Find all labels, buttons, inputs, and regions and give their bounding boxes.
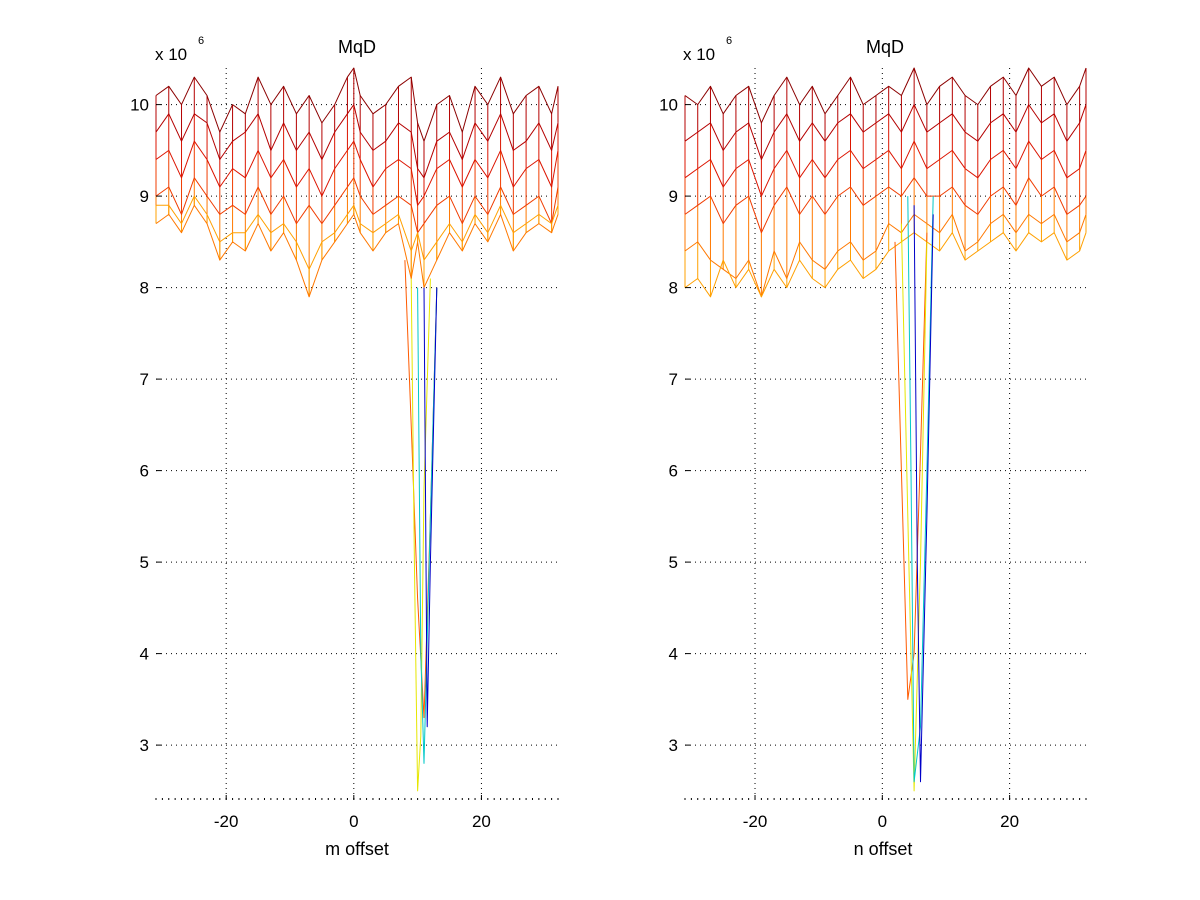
left-chart-x-axis-label: m offset [325, 839, 389, 859]
left-chart-y-tick-label: 9 [140, 187, 149, 206]
right-chart-y-tick-label: 5 [669, 553, 678, 572]
left-chart-x-tick-label: 0 [349, 812, 358, 831]
left-chart-y-tick-label: 8 [140, 279, 149, 298]
left-chart-y-tick-label: 5 [140, 553, 149, 572]
left-chart-y-tick-label: 4 [140, 645, 149, 664]
left-chart-plot-area [155, 67, 559, 792]
left-chart-surface-row-5 [156, 195, 559, 270]
right-chart-surface-row-2 [684, 140, 1087, 197]
right-chart-y-tick-label: 6 [669, 462, 678, 481]
left-chart-y-exponent-power: 6 [198, 35, 204, 47]
left-chart-title: MqD [338, 37, 376, 57]
right-chart-trough-line-2 [907, 196, 934, 783]
left-chart-y-tick-label: 7 [140, 370, 149, 389]
right-chart-panel: -20 0 20 3 4 5 6 7 8 9 10 MqD n offset x 10 6 [659, 35, 1087, 859]
left-chart-grid [156, 68, 558, 800]
right-chart-plot-area [684, 67, 1087, 792]
right-chart-y-exponent-power: 6 [726, 35, 732, 47]
left-chart-y-tick-label: 3 [140, 736, 149, 755]
left-chart-surface-row-2 [155, 140, 559, 206]
right-chart-y-tick-label: 10 [659, 96, 678, 115]
left-chart-trough-line-2 [417, 287, 438, 764]
right-chart-ticks: -20 0 20 3 4 5 6 7 8 9 10 [659, 96, 1087, 831]
left-chart-surface-row-4 [155, 204, 559, 298]
right-chart-y-tick-label: 9 [669, 187, 678, 206]
right-chart-trough-line-1 [900, 223, 928, 792]
right-chart-trough-line-0 [894, 232, 928, 700]
left-chart-trough-line-3 [423, 287, 438, 728]
right-chart-surface-row-5 [684, 232, 1087, 298]
right-chart-y-exponent: x 10 [683, 45, 715, 64]
right-chart-surface-row-4 [684, 213, 1087, 298]
left-chart-surface-row-0 [155, 67, 559, 142]
right-chart-y-tick-label: 8 [669, 279, 678, 298]
right-chart-y-tick-label: 4 [669, 645, 678, 664]
right-chart-title: MqD [866, 37, 904, 57]
right-chart-trough-line-3 [913, 205, 934, 783]
right-chart-x-tick-label: -20 [743, 812, 768, 831]
left-chart-surface-row-1 [155, 104, 559, 179]
left-chart-x-tick-label: 20 [472, 812, 491, 831]
left-chart-y-exponent: x 10 [155, 45, 187, 64]
left-chart-x-tick-label: -20 [214, 812, 239, 831]
right-chart-surface-row-1 [684, 104, 1087, 160]
left-chart-panel: -20 0 20 3 4 5 6 7 8 9 10 MqD m offset x 10 6 [130, 35, 559, 859]
right-chart-surface-row-3 [684, 177, 1087, 234]
right-chart-surface-row-0 [684, 67, 1087, 124]
right-chart-grid [685, 68, 1086, 800]
left-chart-ticks: -20 0 20 3 4 5 6 7 8 9 10 [130, 96, 559, 831]
right-chart-x-tick-label: 20 [1000, 812, 1019, 831]
right-chart-x-axis-label: n offset [854, 839, 913, 859]
right-chart-x-tick-label: 0 [878, 812, 887, 831]
left-chart-surface-row-3 [155, 177, 559, 234]
right-chart-y-tick-label: 7 [669, 370, 678, 389]
left-chart-y-tick-label: 10 [130, 96, 149, 115]
right-chart-y-tick-label: 3 [669, 736, 678, 755]
left-chart-y-tick-label: 6 [140, 462, 149, 481]
